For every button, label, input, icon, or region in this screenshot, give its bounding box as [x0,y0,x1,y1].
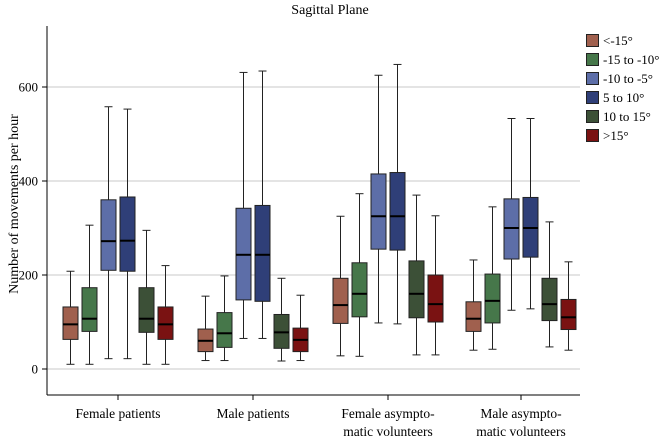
legend-swatch [586,129,599,142]
x-tick-label-line: Female patients [75,406,161,421]
legend-swatch [586,34,599,47]
box-iqr [427,274,444,323]
x-tick-label: Male patients [178,405,328,423]
box-iqr [332,277,349,324]
x-tick-label: Female asympto-matic volunteers [313,405,463,441]
box-iqr [370,173,387,250]
x-tick-label-line: matic volunteers [343,424,433,439]
box-iqr [389,172,406,251]
y-tick-label: 200 [19,268,39,283]
y-tick-label: 600 [19,80,39,95]
y-tick-label: 0 [32,362,39,377]
box-iqr [119,196,136,272]
legend-label: <-15° [603,32,633,48]
x-tick-label-line: matic volunteers [476,424,566,439]
box-iqr [157,306,174,340]
box-iqr [100,199,117,271]
x-tick-label: Female patients [43,405,193,423]
legend-item: -15 to -10° [586,50,668,69]
box-iqr [484,273,501,324]
legend-item: >15° [586,126,668,145]
legend-item: -10 to -5° [586,69,668,88]
legend-swatch [586,53,599,66]
legend-label: 5 to 10° [603,89,645,105]
legend-item: 10 to 15° [586,107,668,126]
box-iqr [216,312,233,348]
x-tick-label-line: Male asympto- [480,406,562,421]
box-iqr [408,260,425,319]
box-iqr [254,204,271,302]
legend-swatch [586,72,599,85]
legend-label: -10 to -5° [603,70,653,86]
legend-item: <-15° [586,31,668,50]
box-iqr [351,262,368,318]
legend-swatch [586,110,599,123]
y-tick-label: 400 [19,174,39,189]
box-iqr [465,301,482,332]
box-iqr [62,306,79,340]
legend-item: 5 to 10° [586,88,668,107]
legend: <-15° -15 to -10° -10 to -5° 5 to 10° 10… [586,31,668,145]
legend-label: -15 to -10° [603,51,660,67]
legend-swatch [586,91,599,104]
box-iqr [138,287,155,333]
box-iqr [560,298,577,331]
box-iqr [541,277,558,322]
legend-label: >15° [603,127,629,143]
legend-label: 10 to 15° [603,108,651,124]
x-tick-label: Male asympto-matic volunteers [446,405,596,441]
x-tick-label-line: Female asympto- [341,406,435,421]
box-iqr [81,287,98,332]
x-tick-label-line: Male patients [216,406,290,421]
chart-title: Sagittal Plane [291,3,369,18]
